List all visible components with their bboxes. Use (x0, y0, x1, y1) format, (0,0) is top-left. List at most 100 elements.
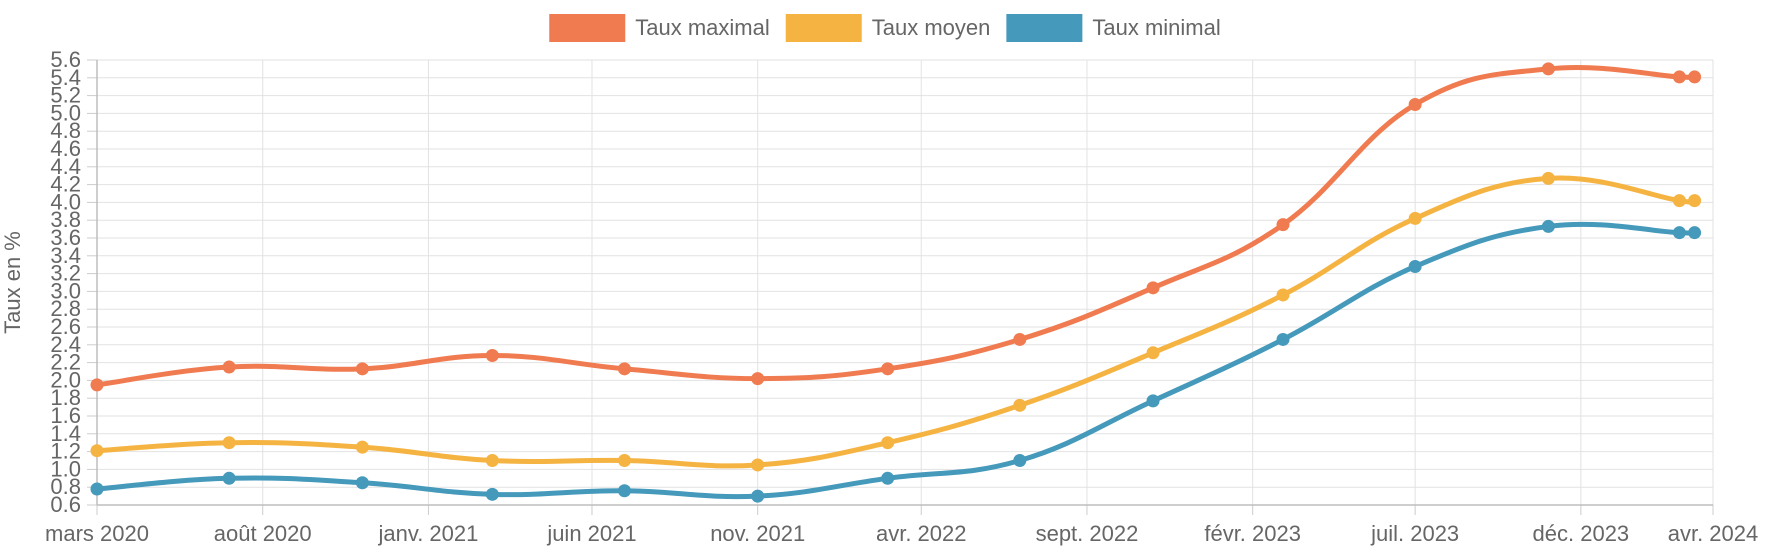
y-tick-label: 2.6 (50, 314, 81, 339)
x-tick-label: avr. 2024 (1668, 521, 1759, 546)
y-tick-label: 2.2 (50, 350, 81, 375)
data-point[interactable] (485, 348, 499, 362)
x-tick-label: juil. 2023 (1370, 521, 1459, 546)
data-point[interactable] (1276, 288, 1290, 302)
legend-swatch (785, 14, 862, 42)
legend-swatch (1006, 14, 1083, 42)
y-tick-label: 4.6 (50, 136, 81, 161)
data-point[interactable] (881, 436, 895, 450)
data-point[interactable] (1276, 218, 1290, 232)
y-tick-label: 1.2 (50, 439, 81, 464)
x-tick-label: févr. 2023 (1204, 521, 1301, 546)
legend-label: Taux moyen (872, 15, 991, 40)
data-point[interactable] (90, 378, 104, 392)
data-point[interactable] (222, 436, 236, 450)
data-point[interactable] (1541, 171, 1555, 185)
y-tick-label: 1.8 (50, 385, 81, 410)
y-tick-label: 0.8 (50, 474, 81, 499)
x-tick-label: sept. 2022 (1036, 521, 1139, 546)
legend-item[interactable]: Taux moyen (785, 14, 991, 42)
legend-label: Taux maximal (635, 15, 769, 40)
series-line (94, 175, 1700, 469)
x-tick-label: mars 2020 (45, 521, 149, 546)
legend-swatch (549, 14, 626, 42)
series-1 (90, 171, 1702, 472)
y-tick-label: 1.0 (50, 456, 81, 481)
grid (96, 59, 1714, 506)
data-point[interactable] (1146, 394, 1160, 408)
data-point[interactable] (1688, 194, 1702, 208)
x-tick-label: janv. 2021 (377, 521, 478, 546)
data-point[interactable] (881, 362, 895, 376)
data-point[interactable] (617, 454, 631, 467)
data-point[interactable] (1408, 98, 1422, 111)
data-point[interactable] (222, 471, 236, 485)
data-point[interactable] (1672, 70, 1686, 84)
y-tick-label: 2.0 (50, 367, 81, 392)
x-tick-label: août 2020 (214, 521, 312, 546)
data-point[interactable] (90, 482, 104, 496)
x-tick-label: déc. 2023 (1533, 521, 1630, 546)
series-lines (90, 62, 1702, 503)
data-point[interactable] (485, 454, 499, 467)
data-point[interactable] (355, 362, 369, 376)
data-point[interactable] (1408, 259, 1422, 273)
series-2 (90, 219, 1702, 503)
legend-label: Taux minimal (1092, 15, 1220, 40)
data-point[interactable] (355, 476, 369, 490)
data-point[interactable] (222, 360, 236, 374)
y-tick-label: 3.2 (50, 261, 81, 286)
x-tick-label: nov. 2021 (710, 521, 805, 546)
y-tick-label: 1.4 (50, 421, 81, 446)
legend-item[interactable]: Taux maximal (549, 14, 770, 42)
y-axis-title: Taux en % (0, 231, 25, 334)
data-point[interactable] (355, 440, 369, 454)
y-tick-label: 3.4 (50, 243, 81, 268)
data-point[interactable] (617, 484, 631, 498)
data-point[interactable] (1013, 398, 1027, 412)
y-tick-label: 3.6 (50, 225, 81, 250)
data-point[interactable] (1688, 70, 1702, 84)
legend: Taux maximal Taux moyen Taux minimal (549, 14, 1221, 42)
y-tick-label: 0.6 (50, 492, 81, 517)
y-tick-label: 4.0 (50, 189, 81, 214)
y-tick-label: 5.4 (50, 65, 81, 90)
x-tick-label: avr. 2022 (876, 521, 967, 546)
y-tick-label: 4.4 (50, 154, 81, 179)
series-line (94, 221, 1700, 500)
data-point[interactable] (1672, 226, 1686, 240)
y-tick-label: 4.8 (50, 118, 81, 143)
data-point[interactable] (1013, 454, 1027, 467)
axes: 0.60.81.01.21.41.61.82.02.22.42.62.83.03… (45, 47, 1758, 546)
y-tick-label: 3.0 (50, 278, 81, 303)
y-tick-label: 4.2 (50, 172, 81, 197)
y-tick-label: 5.6 (50, 47, 81, 72)
data-point[interactable] (1146, 346, 1160, 360)
data-point[interactable] (1276, 332, 1290, 346)
data-point[interactable] (1541, 219, 1555, 233)
legend-item[interactable]: Taux minimal (1006, 14, 1221, 42)
data-point[interactable] (1672, 194, 1686, 208)
series-line (94, 64, 1700, 388)
data-point[interactable] (751, 372, 765, 386)
y-tick-label: 1.6 (50, 403, 81, 428)
data-point[interactable] (90, 444, 104, 458)
y-tick-label: 5.0 (50, 100, 81, 125)
y-tick-label: 2.8 (50, 296, 81, 321)
data-point[interactable] (1688, 226, 1702, 240)
data-point[interactable] (617, 362, 631, 376)
data-point[interactable] (1013, 332, 1027, 346)
data-point[interactable] (1146, 281, 1160, 295)
data-point[interactable] (1541, 62, 1555, 76)
data-point[interactable] (485, 487, 499, 501)
y-tick-label: 2.4 (50, 332, 81, 357)
y-tick-label: 5.2 (50, 83, 81, 108)
series-0 (90, 62, 1702, 392)
x-tick-label: juin 2021 (546, 521, 636, 546)
data-point[interactable] (751, 489, 765, 503)
data-point[interactable] (881, 471, 895, 485)
data-point[interactable] (1408, 211, 1422, 225)
data-point[interactable] (751, 458, 765, 472)
